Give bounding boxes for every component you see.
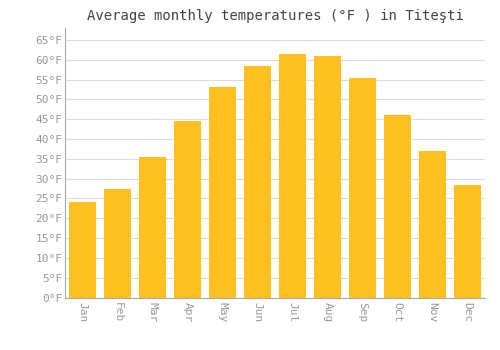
Bar xyxy=(384,115,410,298)
Title: Average monthly temperatures (°F ) in Titeşti: Average monthly temperatures (°F ) in Ti… xyxy=(86,9,464,23)
Bar xyxy=(454,184,480,298)
Bar xyxy=(350,78,376,298)
Bar xyxy=(280,54,305,298)
Bar xyxy=(244,66,270,297)
Bar xyxy=(140,157,166,298)
Bar xyxy=(210,88,236,298)
Bar xyxy=(314,56,340,298)
Bar xyxy=(420,151,446,298)
Bar xyxy=(70,202,96,298)
Bar xyxy=(104,189,130,298)
Bar xyxy=(174,121,201,298)
